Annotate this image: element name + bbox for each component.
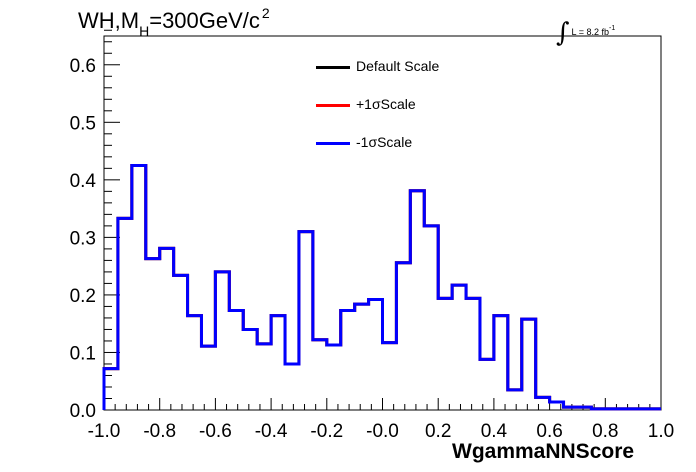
x-tick-label: 1.0	[648, 421, 674, 442]
x-tick-label: -0.0	[366, 421, 399, 442]
y-tick-label: 0.6	[70, 56, 96, 77]
integral-sign: ∫	[556, 18, 570, 48]
axes: -1.0 -0.8 -0.6 -0.4 -0.2 -0.0 0.2 0.4 0.6 0.8 1.0 0…	[70, 29, 674, 442]
x-tick-label: -0.8	[143, 421, 176, 442]
y-tick-label: 0.4	[70, 171, 97, 192]
y-tick-label: 0.1	[70, 343, 96, 364]
lumi-superscript: -1	[609, 25, 616, 32]
x-tick-label: 0.8	[592, 421, 618, 442]
x-tick-label: -0.4	[255, 421, 288, 442]
x-tick-label: -1.0	[88, 421, 121, 442]
title-main: WH,M	[78, 8, 140, 33]
chart-title: WH,MH=300GeV/c 2	[78, 5, 270, 39]
y-tick-label: 0.5	[70, 113, 96, 134]
legend-label-plus1sigma: +1σScale	[356, 96, 416, 112]
plot-frame	[103, 35, 662, 411]
title-subscript: H	[139, 23, 150, 39]
x-axis-label: WgammaNNScore	[452, 440, 635, 463]
series-line-2	[102, 163, 661, 411]
x-tick-label: -0.6	[199, 421, 232, 442]
legend-swatch-default	[316, 66, 350, 69]
legend-label-default: Default Scale	[356, 58, 440, 74]
legend-swatch-minus1sigma	[316, 142, 350, 145]
lumi-text: L = 8.2 fb	[571, 27, 609, 37]
y-tick-label: 0.2	[70, 286, 96, 307]
x-tick-label: 0.2	[425, 421, 451, 442]
title-rest: =300GeV/c	[149, 8, 260, 33]
y-tick-label: 0.0	[70, 401, 96, 422]
x-tick-label: -0.2	[310, 421, 343, 442]
y-tick-label: 0.3	[70, 228, 96, 249]
legend-swatch-plus1sigma	[316, 104, 350, 107]
title-superscript: 2	[261, 5, 270, 21]
luminosity-label: ∫ L = 8.2 fb-1	[556, 12, 616, 48]
legend-label-minus1sigma: -1σScale	[356, 134, 413, 150]
x-tick-label: 0.6	[536, 421, 562, 442]
x-tick-label: 0.4	[481, 421, 508, 442]
series-layer	[102, 163, 661, 411]
